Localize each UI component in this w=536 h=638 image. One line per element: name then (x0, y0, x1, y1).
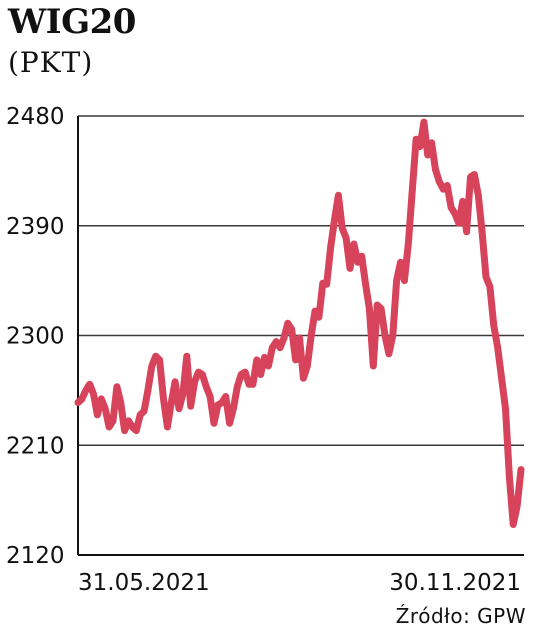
unit-label: (PKT) (8, 46, 94, 79)
series-layer (74, 118, 525, 528)
y-tick-label: 2480 (6, 104, 65, 130)
wig20-series-line (74, 118, 525, 528)
y-tick-label: 2210 (6, 433, 65, 459)
x-tick-label-end: 30.11.2021 (389, 570, 521, 596)
label-layer: 2480 2390 2300 2210 2120 31.05.2021 30.11.2021 (6, 104, 521, 596)
source-note: Źródło: GPW (395, 604, 526, 628)
x-tick-label-start: 31.05.2021 (78, 570, 210, 596)
y-tick-label: 2300 (6, 324, 65, 350)
y-tick-label: 2390 (6, 214, 65, 240)
y-tick-label: 2120 (6, 543, 65, 569)
chart-title: WIG20 (8, 2, 136, 42)
axis-layer (77, 116, 524, 556)
